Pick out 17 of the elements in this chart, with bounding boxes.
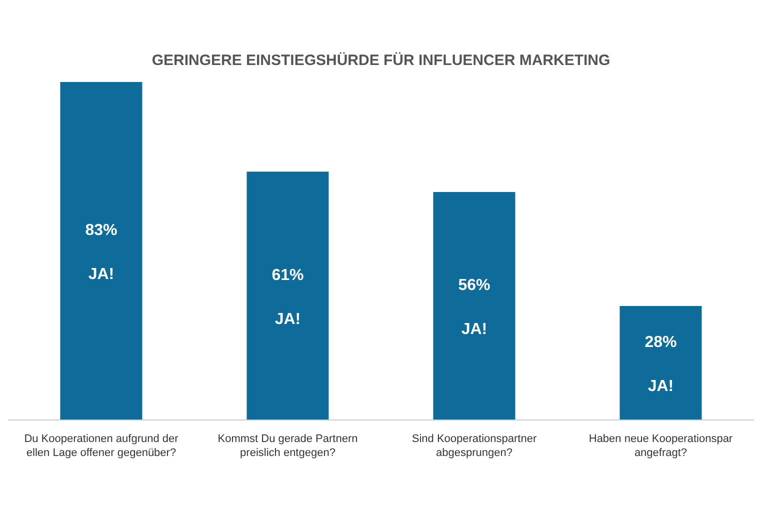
bar [620,306,702,420]
x-tick-label: Du Kooperationen aufgrund der ellen Lage offener gegenüber? [24,433,179,459]
data-label: 83% [85,222,118,239]
annotation: JA! [274,310,301,328]
bar [433,192,516,420]
data-label: 56% [458,276,490,294]
x-tick-label: Sind Kooperationspartner abgesprungen? [412,433,537,459]
annotation: JA! [648,378,674,395]
bar [60,82,142,420]
data-label: 61% [272,266,304,284]
x-tick-label: Haben neue Kooperationspar angefragt? [588,433,733,459]
annotation: JA! [461,320,488,338]
chart-title: GERINGERE EINSTIEGSHÜRDE FÜR INFLUENCER MARKETING [150,52,612,69]
annotation: JA! [88,266,114,283]
x-tick-label: Kommst Du gerade Partnern preislich entgegen? [218,433,358,459]
data-label: 28% [644,334,677,351]
bar [246,172,329,420]
